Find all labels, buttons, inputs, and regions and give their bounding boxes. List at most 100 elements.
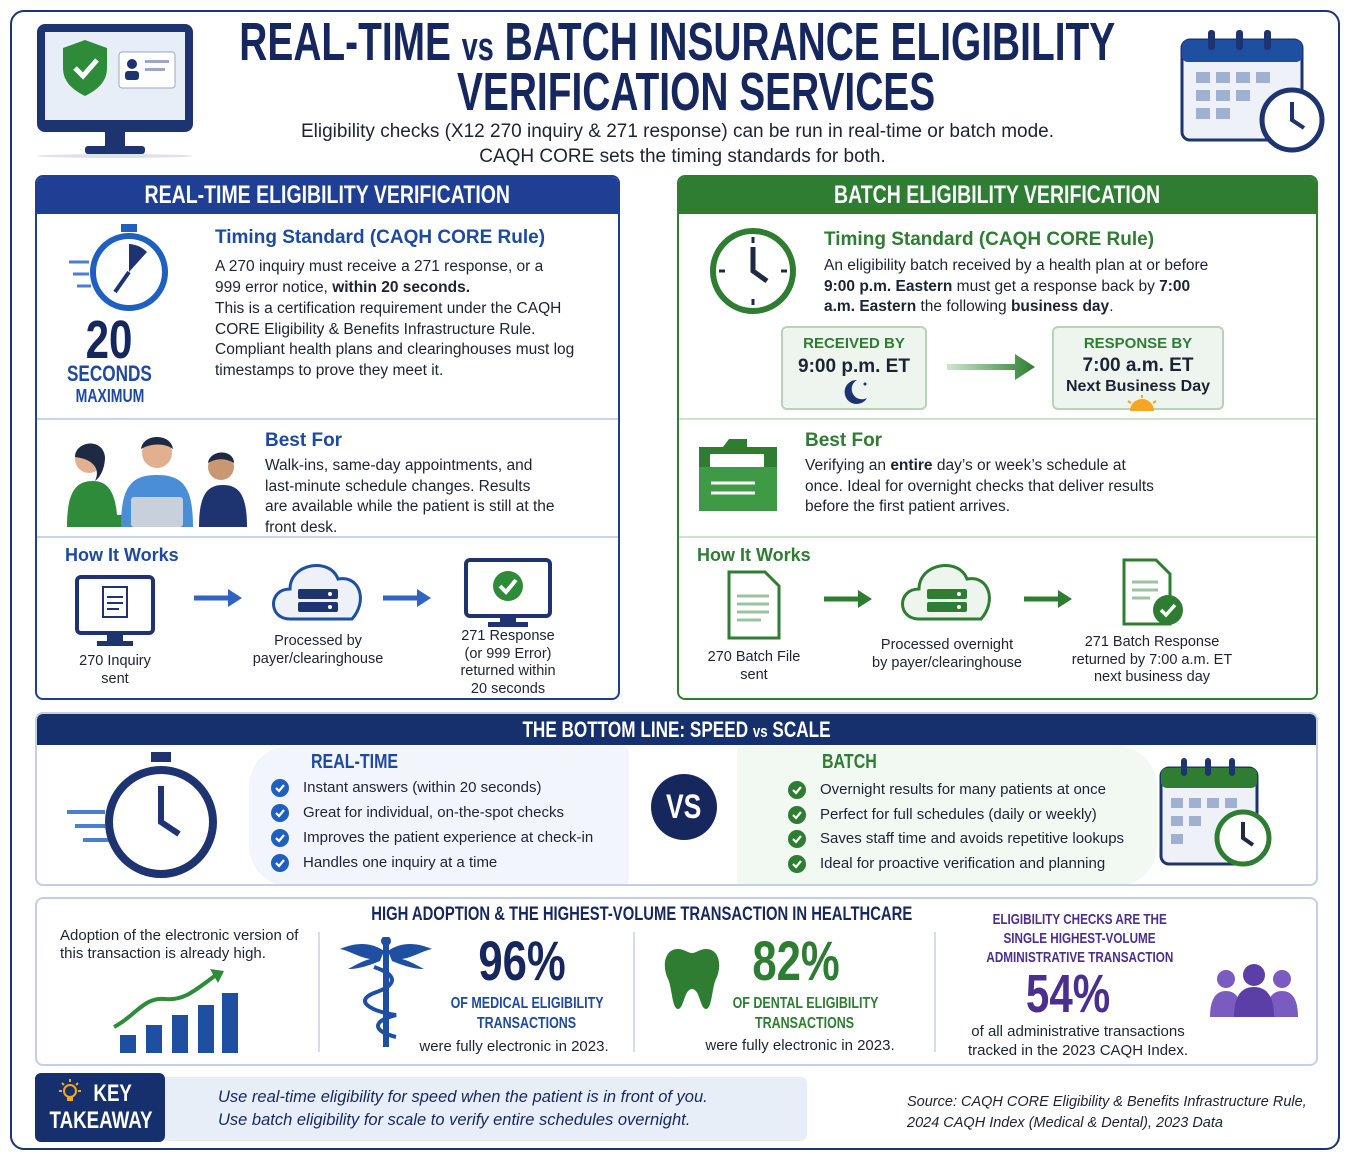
section-title: Timing Standard (CAQH CORE Rule) <box>824 229 1155 250</box>
label-text: OF MEDICAL ELIGIBILITY <box>450 995 604 1012</box>
timing-text: A 270 inquiry must receive a 271 respons… <box>215 257 545 298</box>
icon-shape <box>1210 970 1298 1017</box>
icon-shape <box>1210 991 1242 1017</box>
section-title: Timing Standard (CAQH CORE Rule) <box>215 227 546 248</box>
stopwatch-icon <box>67 752 217 878</box>
cloud-server-icon <box>272 564 362 621</box>
people-illustration <box>67 437 247 527</box>
divider <box>934 932 936 1052</box>
step-label: 271 Response (or 999 Error) returned withi… <box>437 628 579 698</box>
source-line: 2024 CAQH Index (Medical & Dental), 2023… <box>907 1115 1223 1131</box>
stat-label: OF DENTAL ELIGIBILITY TRANSACTIONS <box>700 994 910 1034</box>
step-line: Processed overnight <box>880 637 1014 653</box>
icon-shape <box>1171 834 1183 844</box>
icon-shape <box>1217 970 1235 988</box>
icon-shape <box>737 594 769 622</box>
check-icon <box>271 779 289 797</box>
icon-shape <box>788 854 806 873</box>
subtitle: Eligibility checks (X12 270 inquiry & 27… <box>0 119 1355 169</box>
icon-shape <box>750 247 769 284</box>
icon-shape <box>63 40 107 96</box>
icon-shape <box>1256 72 1270 83</box>
panel-header: BATCH ELIGIBILITY VERIFICATION <box>679 177 1316 214</box>
received-box: RECEIVED BY 9:00 p.m. ET <box>781 326 927 410</box>
adoption-intro: Adoption of the electronic version of th… <box>60 927 299 962</box>
icon-shape <box>127 59 137 69</box>
step-label: Processed by payer/clearinghouse <box>228 633 408 668</box>
title-text: REAL-TIME vs BATCH INSURANCE ELIGIBILITY <box>240 14 1116 75</box>
line-text: ADMINISTRATIVE TRANSACTION <box>986 949 1174 966</box>
check-icon <box>271 829 289 847</box>
step-line: 20 seconds <box>470 680 546 697</box>
source: Source: CAQH CORE Eligibility & Benefits… <box>907 1092 1307 1134</box>
divider <box>37 536 618 538</box>
icon-shape <box>792 786 802 795</box>
text-bold: entire <box>890 457 933 474</box>
icon-shape <box>383 939 389 1047</box>
item-text: Handles one inquiry at a time <box>303 854 498 871</box>
icon-shape <box>67 1097 73 1101</box>
icon-shape <box>275 784 285 793</box>
people-icon <box>1210 964 1298 1017</box>
text-part: day’s or week’s schedule at once. Ideal … <box>805 457 1154 515</box>
big-number: 20 <box>37 309 182 371</box>
icon-shape <box>1127 400 1132 404</box>
icon-shape <box>792 810 802 820</box>
card-title-text: BATCH <box>822 751 877 773</box>
icon-shape <box>498 578 518 595</box>
unit-line: SECONDS <box>37 363 182 385</box>
stat-value: 54% <box>963 964 1173 1024</box>
unit-text: MAXIMUM <box>75 386 144 406</box>
caduceus-icon <box>340 937 432 1047</box>
icon-shape <box>788 805 806 824</box>
step-line: 271 Response <box>461 628 555 644</box>
text-part: must get a response back by <box>952 277 1160 295</box>
icon-shape <box>1171 798 1237 844</box>
icon-shape <box>271 804 289 822</box>
step-line: (or 999 Error) <box>464 645 552 662</box>
icon-shape <box>1266 991 1298 1017</box>
icon-shape <box>145 68 165 71</box>
adoption-panel: HIGH ADOPTION & THE HIGHEST-VOLUME TRANS… <box>35 897 1318 1066</box>
title-part: vs <box>462 25 495 69</box>
highest-lines: ELIGIBILITY CHECKS ARE THE SINGLE HIGHEST… <box>950 910 1210 967</box>
arrow <box>824 590 872 608</box>
icon-shape <box>381 937 391 946</box>
icon-shape <box>228 589 242 607</box>
icon-shape <box>1216 90 1230 101</box>
best-for-text: Verifying an entire day’s or week’s sche… <box>805 456 1155 518</box>
divider <box>679 418 1316 420</box>
icon-shape <box>1290 102 1306 130</box>
step-label: Processed overnight by payer/clearinghous… <box>855 637 1039 672</box>
stat-note: were fully electronic in 2023. <box>419 1038 609 1055</box>
highest-line: ADMINISTRATIVE TRANSACTION <box>950 948 1210 967</box>
subtitle-line: CAQH CORE sets the timing standards for … <box>479 146 886 167</box>
response-box: RESPONSE BY 7:00 a.m. ET Next Business D… <box>1052 326 1224 410</box>
icon-shape <box>1273 970 1291 988</box>
note-line: tracked in the 2023 CAQH Index. <box>967 1042 1189 1059</box>
icon-shape <box>1196 108 1210 119</box>
step-line: 271 Batch Response <box>1084 634 1220 650</box>
icon-shape <box>340 937 432 1047</box>
icon-shape <box>947 354 1035 380</box>
icon-shape <box>1159 603 1177 618</box>
big-number-text: 20 <box>86 310 133 370</box>
icon-shape <box>73 58 99 80</box>
icon-shape <box>113 270 131 294</box>
step-line: sent <box>740 666 768 683</box>
step-line: 270 Batch File <box>707 649 801 665</box>
clock-icon <box>710 228 796 314</box>
icon-shape <box>1153 595 1183 625</box>
panel-heading: REAL-TIME ELIGIBILITY VERIFICATION <box>144 181 511 209</box>
icon-shape <box>199 485 247 527</box>
icon-shape <box>271 829 289 847</box>
divider <box>633 932 635 1052</box>
stat-value-text: 82% <box>752 929 840 992</box>
icon-shape <box>107 633 123 641</box>
item-text: Saves staff time and avoids repetitive l… <box>820 830 1125 847</box>
check-icon <box>788 830 806 848</box>
panel-heading: BATCH ELIGIBILITY VERIFICATION <box>834 181 1161 209</box>
step-line: next business day <box>1093 669 1211 685</box>
icon-shape <box>1189 798 1201 808</box>
icon-shape <box>125 71 139 80</box>
